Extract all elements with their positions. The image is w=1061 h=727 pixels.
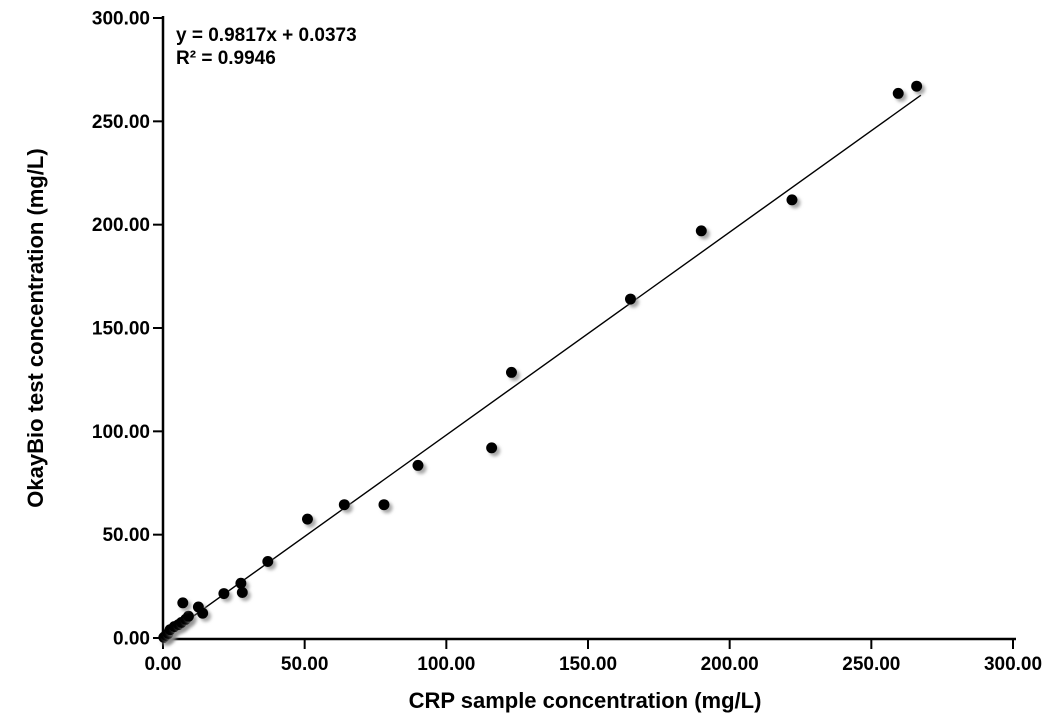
y-tick-label: 250.00 — [92, 112, 150, 133]
data-point — [412, 459, 424, 471]
data-point — [218, 588, 230, 600]
data-point — [486, 442, 498, 454]
x-tick-label: 300.00 — [984, 654, 1042, 675]
trendline-equation: y = 0.9817x + 0.0373 — [176, 25, 357, 46]
data-point — [378, 499, 390, 511]
data-point — [786, 194, 798, 206]
data-point — [695, 225, 707, 237]
y-tick-label: 0.00 — [113, 629, 150, 650]
data-point — [235, 577, 247, 589]
x-tick-label: 0.00 — [145, 654, 182, 675]
x-tick-label: 100.00 — [417, 654, 475, 675]
trend-line — [162, 94, 922, 639]
r-squared-value: R² = 0.9946 — [176, 48, 276, 69]
data-point — [911, 80, 923, 92]
y-tick-label: 200.00 — [92, 215, 150, 236]
x-tick-label: 250.00 — [842, 654, 900, 675]
x-tick-label: 50.00 — [281, 654, 329, 675]
data-point — [892, 87, 904, 99]
data-point — [625, 293, 636, 305]
x-tick-label: 200.00 — [701, 654, 759, 675]
x-tick-label: 150.00 — [559, 654, 617, 675]
data-point — [177, 597, 189, 609]
y-tick-label: 300.00 — [92, 9, 150, 30]
trendline-annotation: y = 0.9817x + 0.0373 R² = 0.9946 — [176, 24, 357, 70]
data-point — [197, 607, 209, 619]
y-tick-label: 150.00 — [92, 319, 150, 340]
data-point — [506, 366, 517, 378]
data-point — [338, 499, 350, 511]
data-point — [183, 610, 194, 622]
x-axis-title: CRP sample concentration (mg/L) — [408, 688, 762, 713]
y-tick-label: 50.00 — [102, 525, 150, 546]
data-point — [236, 587, 248, 599]
data-point — [302, 513, 313, 525]
y-axis-title: OkayBio test concentration (mg/L) — [23, 148, 48, 508]
y-tick-label: 100.00 — [92, 422, 150, 443]
data-point — [262, 556, 274, 568]
